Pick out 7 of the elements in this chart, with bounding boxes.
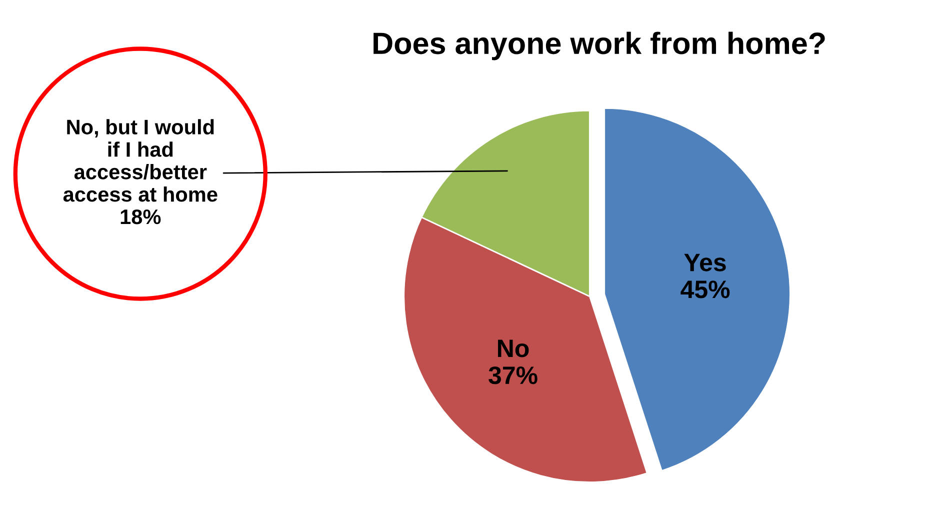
data-label: 37% [488,366,538,384]
slice-label: Yes [684,254,726,272]
data-label: 45% [680,280,730,298]
slice-label: No [498,340,529,358]
chart-title: Does anyone work from home? [374,32,825,60]
data-label: 18% [120,209,161,224]
slice-label: No, but I would if I had access/better access at home [63,119,218,202]
